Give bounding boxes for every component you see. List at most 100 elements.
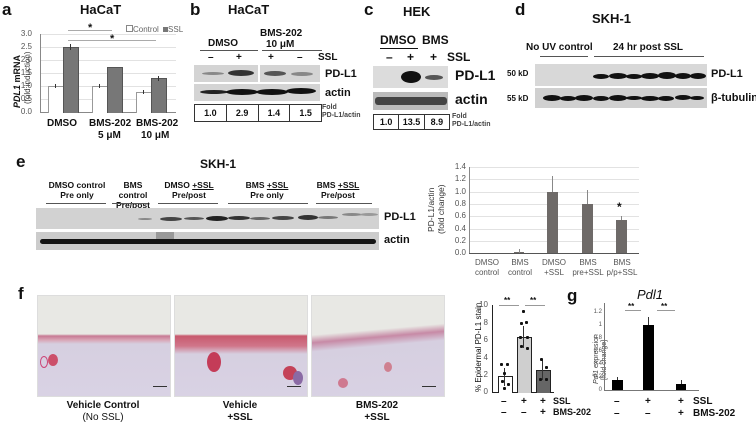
bar-e-bms-pp: [616, 220, 627, 253]
ssl-sign: +: [430, 50, 438, 64]
row-label-actin: actin: [384, 234, 410, 246]
fold-table: 1.0 13.5 8.9: [373, 114, 450, 130]
ssl-label: SSL: [318, 52, 338, 63]
bar-g-control: [612, 380, 623, 390]
bar-a-dmso-control: [48, 86, 64, 113]
chart-a-legend: Control SSL: [126, 25, 183, 34]
bar-a-bms10-ssl: [151, 78, 167, 113]
group-bms-l2: 10 μM: [266, 39, 295, 50]
ytick: 10: [479, 300, 488, 309]
sig-line-2: [657, 310, 675, 311]
ssl-sign: +: [236, 52, 242, 63]
blot-pdl1: [535, 64, 707, 86]
row-label-actin: actin: [325, 87, 351, 99]
ytick: 1.0: [454, 187, 466, 196]
row-label-actin: actin: [455, 91, 488, 107]
ytick: 0: [483, 387, 488, 396]
ytick: 0.6: [593, 348, 602, 354]
bar-a-dmso-ssl: [63, 47, 79, 113]
row-label-tubulin: β-tubulin: [711, 92, 756, 104]
error-bar: [552, 176, 553, 192]
sig-line-2: [68, 40, 156, 41]
xcat: BMS p/p+SSL: [606, 258, 638, 277]
bms-label: BMS-202: [553, 407, 592, 417]
error-bar: [681, 380, 682, 384]
scale-bar: [287, 386, 301, 387]
fold-label-l2: PD-L1/actin: [322, 112, 361, 119]
ytick: 1.2: [454, 174, 466, 183]
x-axis: [604, 390, 699, 391]
ytick: 4: [483, 353, 488, 362]
error-bar: [617, 377, 618, 380]
xlabel-bms10-l1: BMS-202: [136, 118, 179, 129]
group-no-uv: No UV control: [526, 42, 593, 53]
ytick: 0.4: [454, 224, 466, 233]
group-underline: [112, 203, 148, 204]
panel-label-f: f: [18, 284, 24, 303]
error-bar: [55, 84, 56, 88]
group-underline: [594, 56, 704, 57]
group-bms: BMS: [422, 33, 449, 47]
histology-image-bms-ssl: [311, 295, 445, 397]
bms-sign: –: [645, 408, 651, 419]
group-header: BMS +SSL Pre/post: [316, 180, 360, 200]
panel-d-title: SKH-1: [592, 11, 632, 26]
ssl-sign: +: [268, 52, 274, 63]
bar-e-dmso-ssl: [547, 192, 558, 253]
bar-e-bms-pre: [582, 204, 593, 253]
legend-ssl-label: SSL: [168, 25, 184, 34]
y-axis: [469, 167, 470, 253]
row-label-pdl1: PD-L1: [384, 211, 416, 223]
ytick: 0.5: [20, 94, 32, 103]
blot-actin: [373, 92, 448, 110]
group-dmso: DMSO: [208, 38, 238, 49]
sig-line-2: [525, 305, 545, 306]
xlabel-bms10-l2: 10 μM: [141, 130, 170, 141]
blot-actin: [36, 232, 379, 250]
bms-sign: +: [540, 407, 546, 418]
fold-value: 1.0: [374, 115, 400, 129]
ytick: 1: [598, 322, 602, 328]
fold-label-l1: Fold: [322, 104, 337, 111]
ytick: 0.2: [593, 374, 602, 380]
ssl-sign: +: [645, 396, 651, 407]
ssl-sign: –: [208, 52, 214, 63]
data-point: [540, 358, 543, 361]
ssl-sign: +: [521, 396, 527, 407]
bar-a-bms5-ssl: [107, 67, 123, 113]
error-bar: [519, 249, 520, 253]
ssl-sign: +: [540, 396, 546, 407]
error-bar: [587, 190, 588, 204]
bms-sign: +: [678, 408, 684, 419]
row-label-pdl1: PD-L1: [711, 68, 743, 80]
group-underline: [316, 203, 372, 204]
ytick: 0.0: [20, 107, 32, 116]
gridline: [469, 167, 639, 168]
bms-sign: –: [521, 407, 527, 418]
group-header: DMSO control Pre only: [48, 180, 106, 200]
group-underline: [46, 203, 106, 204]
data-point: [519, 336, 522, 339]
ssl-label: SSL: [553, 396, 571, 406]
bar-f-bms-ssl: [536, 370, 551, 393]
mw-50kd: 50 kD: [507, 69, 529, 78]
legend-control-label: Control: [133, 25, 159, 34]
scale-bar: [422, 386, 436, 387]
error-bar: [648, 317, 649, 325]
ytick: 0.0: [454, 248, 466, 257]
gridline: [40, 47, 176, 48]
ytick: 0.8: [454, 199, 466, 208]
histology-image-vehicle-ssl: [174, 295, 308, 397]
ytick: 0.8: [593, 335, 602, 341]
ytick: 0: [598, 387, 602, 393]
gridline: [469, 179, 639, 180]
error-bar: [143, 90, 144, 94]
image-caption: BMS-202 +SSL: [355, 400, 399, 423]
ssl-label: SSL: [447, 50, 471, 64]
data-point: [520, 322, 523, 325]
data-point: [539, 378, 542, 381]
ssl-sign: +: [407, 50, 415, 64]
data-point: [522, 310, 525, 313]
error-bar: [99, 84, 100, 88]
error-bar: [70, 44, 71, 50]
